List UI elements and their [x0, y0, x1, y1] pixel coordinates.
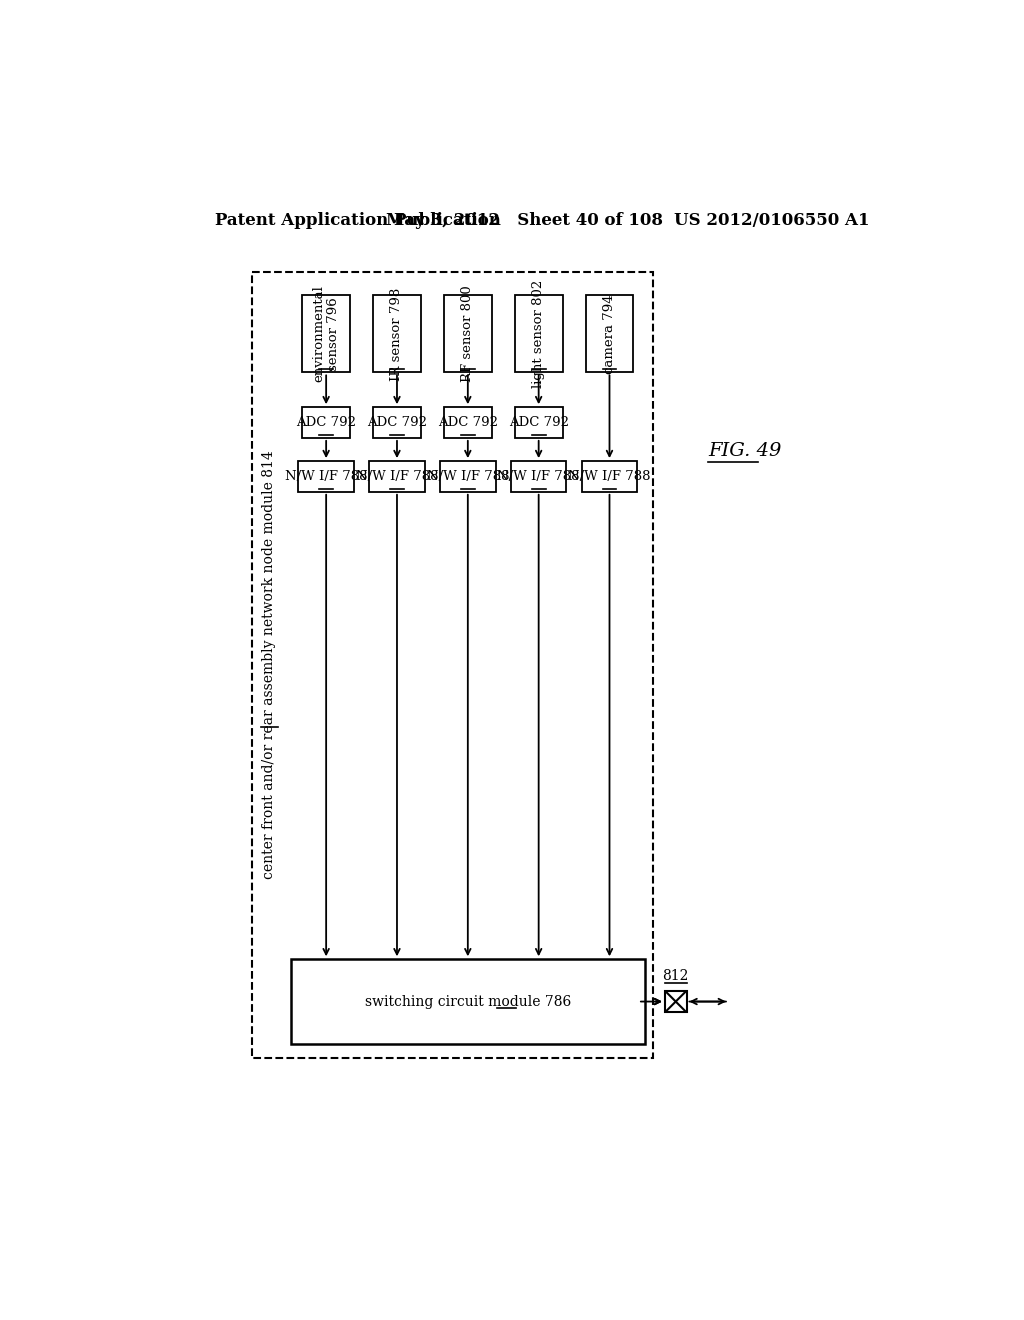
- Bar: [444, 407, 492, 438]
- Text: N/W I/F 788: N/W I/F 788: [355, 470, 438, 483]
- Text: center front and/or rear assembly network node module 814: center front and/or rear assembly networ…: [262, 450, 276, 879]
- Text: ADC 792: ADC 792: [296, 416, 356, 429]
- Text: N/W I/F 788: N/W I/F 788: [285, 470, 368, 483]
- Bar: [291, 960, 645, 1044]
- Text: May 3, 2012   Sheet 40 of 108: May 3, 2012 Sheet 40 of 108: [386, 213, 664, 230]
- Bar: [515, 407, 562, 438]
- Bar: [252, 272, 652, 1057]
- Bar: [440, 461, 496, 492]
- Text: N/W I/F 788: N/W I/F 788: [568, 470, 650, 483]
- Text: environmental
sensor 796: environmental sensor 796: [312, 285, 340, 383]
- Text: FIG. 49: FIG. 49: [708, 442, 781, 459]
- Bar: [302, 407, 350, 438]
- Text: Patent Application Publication: Patent Application Publication: [215, 213, 501, 230]
- Text: ADC 792: ADC 792: [438, 416, 498, 429]
- Text: RF sensor 800: RF sensor 800: [462, 285, 474, 383]
- Bar: [515, 296, 562, 372]
- Text: ADC 792: ADC 792: [509, 416, 568, 429]
- Bar: [370, 461, 425, 492]
- Text: camera 794: camera 794: [603, 294, 616, 374]
- Text: light sensor 802: light sensor 802: [532, 280, 545, 388]
- Bar: [298, 461, 354, 492]
- Bar: [302, 296, 350, 372]
- Bar: [511, 461, 566, 492]
- Bar: [582, 461, 637, 492]
- Text: IR sensor 798: IR sensor 798: [390, 288, 403, 380]
- Bar: [373, 407, 421, 438]
- Text: US 2012/0106550 A1: US 2012/0106550 A1: [674, 213, 869, 230]
- Text: N/W I/F 788: N/W I/F 788: [498, 470, 580, 483]
- Text: ADC 792: ADC 792: [367, 416, 427, 429]
- Bar: [444, 296, 492, 372]
- Text: 812: 812: [663, 969, 689, 983]
- Text: switching circuit module 786: switching circuit module 786: [365, 994, 571, 1008]
- Text: N/W I/F 788: N/W I/F 788: [427, 470, 509, 483]
- Bar: [586, 296, 634, 372]
- Bar: [665, 991, 686, 1012]
- Bar: [373, 296, 421, 372]
